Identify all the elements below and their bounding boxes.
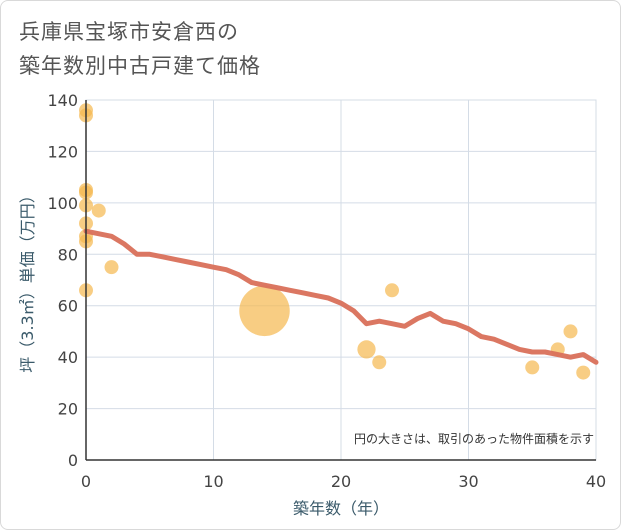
chart-title-line-1: 兵庫県宝塚市安倉西の <box>19 20 239 44</box>
x-tick-label: 10 <box>203 472 223 491</box>
y-tick-label: 20 <box>58 400 78 419</box>
data-point <box>563 324 578 339</box>
grid-lines <box>86 99 597 460</box>
y-tick-label: 100 <box>47 194 78 213</box>
bubble-layer <box>79 103 591 380</box>
data-point <box>576 365 591 380</box>
tick-labels: 0 10 20 30 40 0 20 40 60 80 100 120 140 <box>47 91 606 491</box>
y-tick-label: 60 <box>58 297 78 316</box>
data-point <box>239 285 290 337</box>
size-note: 円の大きさは、取引のあった物件面積を示す <box>354 431 594 446</box>
y-tick-label: 140 <box>47 91 78 110</box>
data-point <box>91 203 106 218</box>
y-tick-label: 40 <box>58 348 78 367</box>
trend-layer <box>83 228 599 365</box>
data-point <box>385 283 399 298</box>
x-axis-label: 築年数（年） <box>293 499 389 518</box>
data-point <box>357 340 376 359</box>
x-tick-label: 20 <box>331 472 351 491</box>
x-tick-label: 30 <box>458 472 478 491</box>
y-axis-label: 坪（3.3㎡）単価（万円） <box>18 187 37 372</box>
chart-title-line-2: 築年数別中古戸建て価格 <box>19 54 261 78</box>
axes <box>85 100 596 461</box>
x-tick-label: 40 <box>586 472 606 491</box>
y-tick-label: 120 <box>47 142 78 161</box>
data-point <box>525 360 540 375</box>
y-tick-label: 0 <box>68 451 78 470</box>
trend-line <box>83 228 599 365</box>
data-point <box>372 355 387 370</box>
data-point <box>104 260 119 275</box>
chart-title: 兵庫県宝塚市安倉西の 築年数別中古戸建て価格 <box>19 15 261 83</box>
x-tick-label: 0 <box>81 472 91 491</box>
y-tick-label: 80 <box>58 245 78 264</box>
